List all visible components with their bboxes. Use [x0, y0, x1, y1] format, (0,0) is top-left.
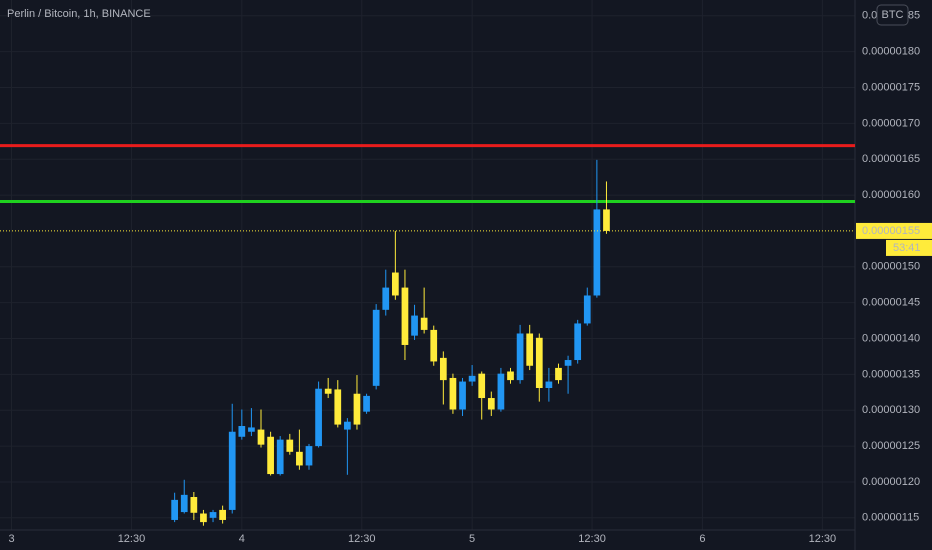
candle-body	[391, 272, 399, 296]
chart-title: Perlin / Bitcoin, 1h, BINANCE	[7, 8, 151, 20]
candle-body	[344, 421, 351, 430]
candle-body	[286, 439, 294, 452]
candle-body	[353, 393, 361, 425]
candle-body	[468, 375, 476, 382]
candle-body	[516, 333, 524, 381]
y-tick-label: 0.00000125	[862, 440, 920, 452]
candle-body	[555, 367, 562, 381]
candle-body	[411, 315, 418, 336]
candle-body	[535, 337, 543, 388]
candle-body	[238, 426, 246, 437]
x-tick-label: 5	[469, 533, 475, 545]
candle-body	[449, 377, 457, 410]
last-price-badge	[856, 222, 932, 239]
candle-body	[459, 381, 466, 410]
x-tick-label: 12:30	[578, 533, 606, 545]
candle-body	[603, 209, 610, 231]
candle-body	[583, 295, 591, 324]
candle-body	[593, 209, 601, 296]
y-tick-label: 0.00000115	[862, 512, 919, 524]
countdown-label: 53:41	[893, 242, 921, 254]
y-tick-label: 0.00000145	[862, 297, 920, 309]
candle-body	[219, 509, 226, 520]
currency-label[interactable]: BTC	[882, 9, 904, 21]
y-tick-label: 0.00000150	[862, 261, 920, 273]
candle-body	[439, 357, 447, 381]
x-tick-label: 12:30	[118, 533, 146, 545]
candle-body	[334, 389, 342, 425]
y-tick-label: 0.00000170	[862, 117, 920, 129]
candle-body	[171, 499, 179, 520]
candle-body	[200, 513, 207, 523]
y-tick-label: 0.00000165	[862, 153, 920, 165]
candle-body	[507, 371, 514, 381]
x-tick-label: 12:30	[348, 533, 376, 545]
candle-body	[248, 427, 255, 432]
y-tick-label: 0.00000140	[862, 332, 920, 344]
candle-body	[372, 309, 380, 386]
candle-body	[430, 329, 438, 362]
y-tick-label: 0.00000135	[862, 368, 920, 380]
candle-body	[497, 373, 505, 410]
candle-body	[324, 388, 332, 394]
candle-body	[257, 429, 265, 445]
y-tick-label: 0.00000130	[862, 404, 920, 416]
x-tick-label: 3	[8, 533, 14, 545]
candle-body	[209, 512, 217, 518]
candle-body	[228, 431, 236, 510]
y-tick-label: 0.00000120	[862, 476, 920, 488]
candle-body	[180, 494, 188, 513]
y-tick-label: 0.00000180	[862, 46, 920, 58]
candle-body	[574, 323, 582, 361]
candle-body	[315, 388, 322, 447]
currency-badge[interactable]	[876, 4, 909, 26]
x-tick-label: 12:30	[809, 533, 837, 545]
candle-body	[545, 381, 553, 388]
candle-body	[305, 446, 313, 466]
y-tick-label: 0.00000175	[862, 81, 920, 93]
candle-body	[296, 451, 303, 466]
x-tick-label: 4	[239, 533, 245, 545]
candle-body	[487, 398, 495, 410]
candle-body	[276, 439, 284, 475]
last-price-label: 0.00000155	[862, 225, 920, 237]
x-tick-label: 6	[699, 533, 705, 545]
candle-body	[363, 395, 370, 412]
candle-body	[420, 317, 428, 330]
candle-body	[267, 436, 274, 475]
countdown-badge	[886, 239, 932, 256]
candle-body	[382, 287, 390, 310]
candle-body	[564, 360, 572, 366]
candle-body	[190, 497, 198, 513]
y-tick-label: 0.00000160	[862, 189, 920, 201]
candle-body	[526, 333, 534, 366]
candle-body	[401, 287, 409, 345]
candle-body	[478, 373, 486, 399]
